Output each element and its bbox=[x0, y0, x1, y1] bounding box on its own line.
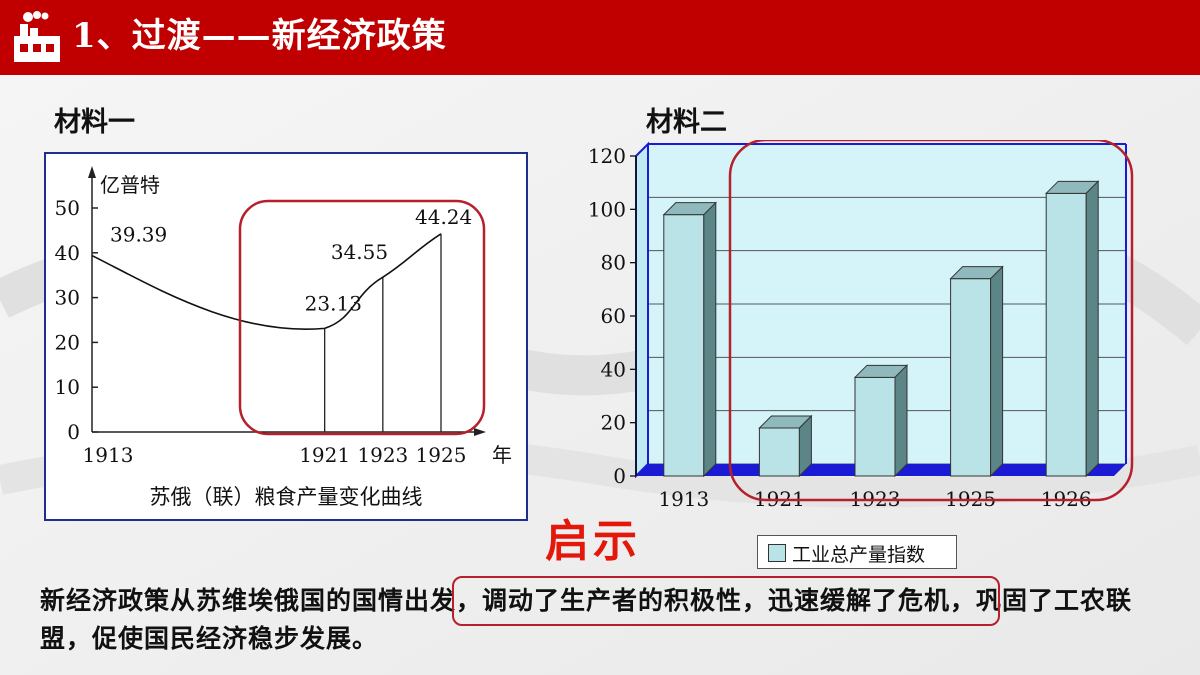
chart-legend: 工业总产量指数 bbox=[757, 535, 957, 569]
grain-output-chart: 亿普特 年 苏俄（联）粮食产量变化曲线 0 10 20 30 40 50 1913 1921 1… bbox=[44, 152, 528, 521]
y-tick-label: 50 bbox=[55, 196, 80, 220]
grain-output-chart-svg: 亿普特 年 苏俄（联）粮食产量变化曲线 0 10 20 30 40 50 1913 1921 1… bbox=[55, 166, 512, 509]
y-tick-label: 30 bbox=[55, 286, 80, 310]
y-tick-label: 80 bbox=[601, 251, 626, 275]
y-axis-arrow bbox=[88, 166, 96, 178]
y-tick-label: 120 bbox=[590, 144, 626, 168]
x-tick-label: 1913 bbox=[83, 443, 134, 467]
material-two-label: 材料二 bbox=[646, 107, 727, 138]
y-tick-label: 10 bbox=[55, 375, 80, 399]
bar bbox=[758, 427, 800, 477]
bar bbox=[950, 278, 992, 477]
y-tick-label: 60 bbox=[601, 304, 626, 328]
page-title: 1、过渡——新经济政策 bbox=[72, 16, 447, 56]
x-axis-arrow bbox=[474, 428, 486, 436]
grain-series-line bbox=[91, 233, 442, 331]
bar-side bbox=[703, 201, 717, 478]
data-label: 23.13 bbox=[305, 291, 362, 315]
x-axis-unit-label: 年 bbox=[492, 443, 512, 467]
industrial-output-chart: 0 20 40 60 80 100 120 1913 1921 1923 1925 1926 bbox=[590, 140, 1150, 520]
hint-heading: 启示 bbox=[545, 516, 641, 567]
bar-side bbox=[990, 265, 1004, 478]
x-tick-label: 1913 bbox=[658, 487, 709, 511]
y-tick-label: 100 bbox=[590, 197, 626, 221]
chart-side-wall bbox=[635, 141, 649, 479]
x-tick-label: 1925 bbox=[416, 443, 467, 467]
bar-side bbox=[1085, 180, 1099, 478]
highlight-box-chart2 bbox=[728, 140, 1134, 502]
legend-label: 工业总产量指数 bbox=[792, 544, 926, 566]
material-one-label: 材料一 bbox=[54, 107, 135, 138]
y-tick-label: 0 bbox=[67, 420, 80, 444]
y-tick-label: 20 bbox=[601, 411, 626, 435]
y-axis-unit-label: 亿普特 bbox=[100, 173, 160, 197]
y-tick-label: 40 bbox=[601, 357, 626, 381]
header-bar: 1、过渡——新经济政策 bbox=[0, 0, 1200, 75]
bar bbox=[854, 376, 896, 477]
chart-caption: 苏俄（联）粮食产量变化曲线 bbox=[150, 485, 423, 509]
bar-side bbox=[798, 414, 812, 478]
factory-icon bbox=[14, 11, 60, 62]
x-tick-label: 1923 bbox=[357, 443, 408, 467]
y-tick-label: 20 bbox=[55, 330, 80, 354]
y-tick-label: 40 bbox=[55, 241, 80, 265]
highlight-box-chart1 bbox=[238, 199, 486, 436]
y-tick-label: 0 bbox=[613, 464, 626, 488]
bar bbox=[663, 214, 705, 477]
data-label: 44.24 bbox=[415, 205, 472, 229]
data-label: 34.55 bbox=[331, 240, 388, 264]
conclusion-highlight-box bbox=[452, 576, 1000, 626]
legend-swatch bbox=[768, 544, 786, 562]
data-label: 39.39 bbox=[110, 223, 167, 247]
conclusion-text: 新经济政策从苏维埃俄国的国情出发，调动了生产者的积极性，迅速缓解了危机，巩固了工… bbox=[40, 586, 1133, 653]
x-tick-label: 1921 bbox=[299, 443, 350, 467]
bar bbox=[1045, 192, 1087, 477]
bar-side bbox=[894, 364, 908, 478]
